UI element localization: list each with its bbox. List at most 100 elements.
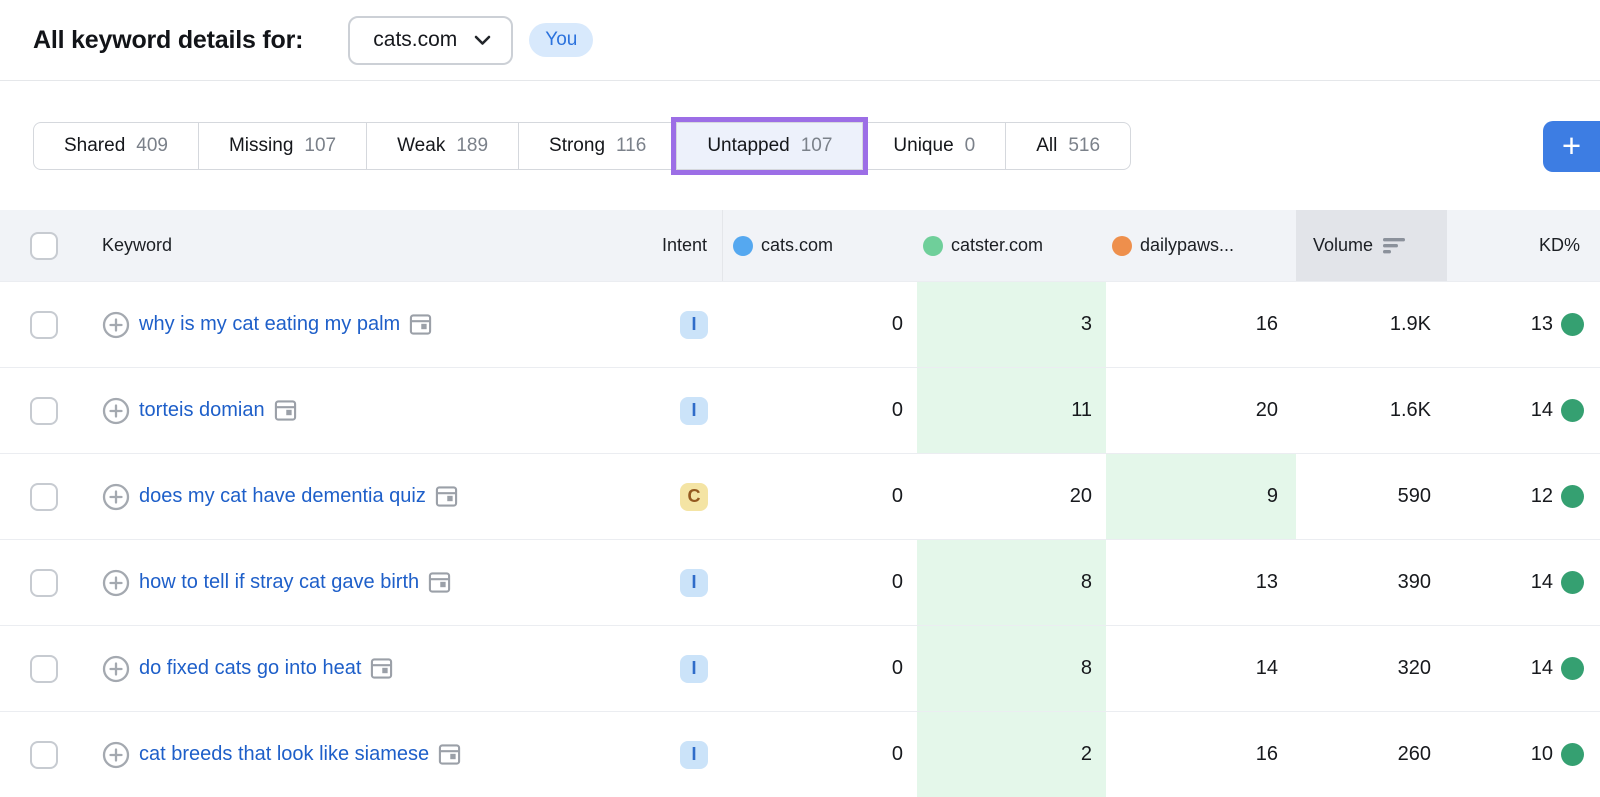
dailypaws-position-cell: 9 — [1106, 454, 1296, 539]
serp-features-icon[interactable] — [370, 657, 393, 680]
keyword-link[interactable]: why is my cat eating my palm — [139, 313, 401, 335]
catster-com-label: catster.com — [951, 235, 1044, 255]
column-header-cats-com: cats.com — [723, 210, 917, 281]
row-check-cell — [0, 626, 72, 711]
serp-features-icon[interactable] — [274, 399, 297, 422]
intent-cell: C — [560, 454, 723, 539]
tab-count: 516 — [1068, 135, 1101, 156]
volume-label: Volume — [1313, 235, 1374, 255]
volume-cell: 590 — [1397, 485, 1431, 507]
row-checkbox[interactable] — [30, 740, 58, 769]
table-row: how to tell if stray cat gave birth I 0 … — [0, 539, 1600, 625]
domain-selector[interactable]: cats.com — [348, 15, 514, 65]
kd-value: 13 — [1530, 313, 1553, 335]
row-checkbox[interactable] — [30, 654, 58, 683]
keyword-cell: why is my cat eating my palm — [72, 282, 560, 367]
keyword-cell: torteis domian — [72, 368, 560, 453]
select-all-checkbox[interactable] — [30, 231, 58, 260]
keyword-cell: do fixed cats go into heat — [72, 626, 560, 711]
column-header-dailypaws: dailypaws... — [1106, 210, 1296, 281]
tab-count: 189 — [456, 135, 489, 156]
filter-tab-shared[interactable]: Shared 409 — [33, 122, 199, 170]
keyword-link[interactable]: cat breeds that look like siamese — [139, 743, 430, 765]
keyword-link[interactable]: torteis domian — [139, 399, 265, 421]
catster-com-position-cell: 8 — [917, 626, 1106, 711]
expand-keyword-icon[interactable] — [102, 311, 130, 339]
catster-com-position-cell: 11 — [917, 368, 1106, 453]
filter-tab-untapped[interactable]: Untapped 107 — [676, 122, 864, 170]
tab-count: 107 — [800, 135, 833, 156]
page-title: All keyword details for: — [33, 25, 304, 54]
filter-tab-missing[interactable]: Missing 107 — [197, 122, 368, 170]
column-header-intent: Intent — [560, 210, 723, 281]
tab-label: Missing — [228, 135, 294, 156]
volume-cell: 320 — [1397, 657, 1431, 679]
expand-keyword-icon[interactable] — [102, 741, 130, 769]
add-keywords-button[interactable]: + — [1543, 121, 1600, 172]
column-header-volume[interactable]: Volume — [1296, 210, 1447, 281]
volume-cell: 1.9K — [1389, 313, 1431, 335]
catster-com-position-cell: 20 — [1069, 485, 1092, 507]
keyword-link[interactable]: how to tell if stray cat gave birth — [139, 571, 420, 593]
catster-com-dot-icon — [923, 235, 943, 256]
dailypaws-position-cell: 13 — [1255, 571, 1278, 593]
expand-keyword-icon[interactable] — [102, 569, 130, 597]
filter-tab-weak[interactable]: Weak 189 — [366, 122, 520, 170]
cats-com-position-cell: 0 — [891, 485, 903, 507]
serp-features-icon[interactable] — [435, 485, 458, 508]
table-row: torteis domian I 0 11 20 1.6K 14 — [0, 367, 1600, 453]
filter-tab-all[interactable]: All 516 — [1005, 122, 1132, 170]
row-check-cell — [0, 368, 72, 453]
keywords-table: Keyword Intent cats.com catster.com dail… — [0, 210, 1600, 797]
column-header-keyword: Keyword — [102, 235, 173, 255]
volume-cell: 1.6K — [1389, 399, 1431, 421]
expand-keyword-icon[interactable] — [102, 483, 130, 511]
cats-com-position-cell: 0 — [891, 571, 903, 593]
sort-desc-icon — [1383, 237, 1406, 254]
intent-cell: I — [560, 282, 723, 367]
intent-badge: I — [680, 740, 708, 769]
kd-difficulty-dot — [1561, 657, 1584, 680]
row-checkbox[interactable] — [30, 310, 58, 339]
serp-features-icon[interactable] — [409, 313, 432, 336]
dailypaws-position-cell: 16 — [1255, 313, 1278, 335]
kd-cell: 12 — [1447, 454, 1600, 539]
domain-selector-value: cats.com — [373, 28, 458, 51]
expand-keyword-icon[interactable] — [102, 397, 130, 425]
serp-features-icon[interactable] — [428, 571, 451, 594]
keyword-cell: how to tell if stray cat gave birth — [72, 540, 560, 625]
filter-tabs: Shared 409 Missing 107 Weak 189 Strong 1… — [33, 122, 1567, 170]
expand-keyword-icon[interactable] — [102, 655, 130, 683]
column-header-kd[interactable]: KD% — [1538, 235, 1580, 255]
kd-value: 14 — [1530, 657, 1553, 679]
intent-badge: I — [680, 396, 708, 425]
cats-com-label: cats.com — [761, 235, 834, 255]
kd-cell: 14 — [1447, 368, 1600, 453]
kd-cell: 14 — [1447, 626, 1600, 711]
row-check-cell — [0, 540, 72, 625]
kd-difficulty-dot — [1561, 313, 1584, 336]
kd-difficulty-dot — [1561, 571, 1584, 594]
catster-com-position-cell: 8 — [917, 540, 1106, 625]
row-check-cell — [0, 454, 72, 539]
intent-cell: I — [560, 540, 723, 625]
filter-tab-unique[interactable]: Unique 0 — [862, 122, 1007, 170]
table-body: why is my cat eating my palm I 0 3 16 1.… — [0, 281, 1600, 797]
table-header: Keyword Intent cats.com catster.com dail… — [0, 210, 1600, 281]
row-check-cell — [0, 282, 72, 367]
keyword-link[interactable]: does my cat have dementia quiz — [139, 485, 426, 507]
row-checkbox[interactable] — [30, 396, 58, 425]
row-checkbox[interactable] — [30, 482, 58, 511]
table-row: do fixed cats go into heat I 0 8 14 320 … — [0, 625, 1600, 711]
kd-value: 14 — [1530, 571, 1553, 593]
dailypaws-dot-icon — [1112, 235, 1132, 256]
tab-count: 107 — [304, 135, 337, 156]
keyword-link[interactable]: do fixed cats go into heat — [139, 657, 362, 679]
kd-difficulty-dot — [1561, 743, 1584, 766]
serp-features-icon[interactable] — [438, 743, 461, 766]
row-checkbox[interactable] — [30, 568, 58, 597]
tab-label: Unique — [893, 135, 954, 156]
filter-tab-strong[interactable]: Strong 116 — [518, 122, 678, 170]
kd-cell: 14 — [1447, 540, 1600, 625]
tab-label: Shared — [64, 135, 126, 156]
